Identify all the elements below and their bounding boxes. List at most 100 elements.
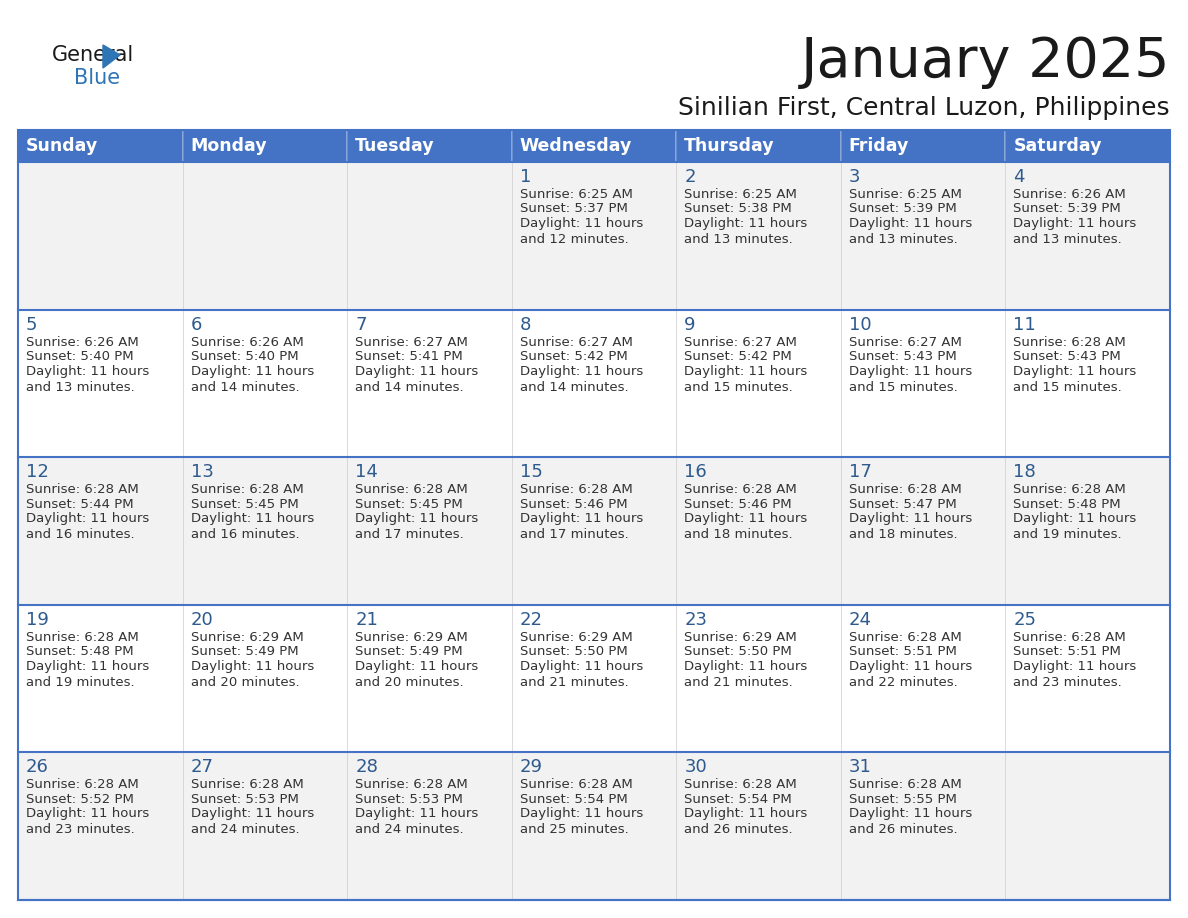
Text: Sunrise: 6:29 AM: Sunrise: 6:29 AM <box>190 631 303 644</box>
Text: 17: 17 <box>849 464 872 481</box>
Text: Thursday: Thursday <box>684 137 775 155</box>
Text: 16: 16 <box>684 464 707 481</box>
Text: Sunset: 5:55 PM: Sunset: 5:55 PM <box>849 793 956 806</box>
Text: Daylight: 11 hours
and 15 minutes.: Daylight: 11 hours and 15 minutes. <box>1013 364 1137 394</box>
Bar <box>841 130 1005 162</box>
Text: 14: 14 <box>355 464 378 481</box>
Text: 13: 13 <box>190 464 214 481</box>
Text: Sunset: 5:47 PM: Sunset: 5:47 PM <box>849 498 956 510</box>
Text: Sunrise: 6:28 AM: Sunrise: 6:28 AM <box>1013 336 1126 349</box>
Text: 8: 8 <box>519 316 531 333</box>
Text: 21: 21 <box>355 610 378 629</box>
Text: Sunset: 5:49 PM: Sunset: 5:49 PM <box>355 645 463 658</box>
Text: Tuesday: Tuesday <box>355 137 435 155</box>
Text: Daylight: 11 hours
and 20 minutes.: Daylight: 11 hours and 20 minutes. <box>190 660 314 688</box>
Text: Sunset: 5:38 PM: Sunset: 5:38 PM <box>684 203 792 216</box>
Text: Sunset: 5:48 PM: Sunset: 5:48 PM <box>1013 498 1121 510</box>
Text: Sunrise: 6:28 AM: Sunrise: 6:28 AM <box>190 778 303 791</box>
Text: Daylight: 11 hours
and 22 minutes.: Daylight: 11 hours and 22 minutes. <box>849 660 972 688</box>
Text: Sunset: 5:54 PM: Sunset: 5:54 PM <box>519 793 627 806</box>
Text: Sunrise: 6:28 AM: Sunrise: 6:28 AM <box>355 778 468 791</box>
Text: Daylight: 11 hours
and 14 minutes.: Daylight: 11 hours and 14 minutes. <box>355 364 479 394</box>
Text: Sunset: 5:45 PM: Sunset: 5:45 PM <box>355 498 463 510</box>
Text: Daylight: 11 hours
and 16 minutes.: Daylight: 11 hours and 16 minutes. <box>190 512 314 542</box>
Text: 26: 26 <box>26 758 49 777</box>
Text: Sunset: 5:48 PM: Sunset: 5:48 PM <box>26 645 133 658</box>
Text: 10: 10 <box>849 316 872 333</box>
Text: 4: 4 <box>1013 168 1025 186</box>
Text: Sunrise: 6:28 AM: Sunrise: 6:28 AM <box>26 483 139 497</box>
Text: Sunset: 5:46 PM: Sunset: 5:46 PM <box>519 498 627 510</box>
Text: 19: 19 <box>26 610 49 629</box>
Text: 22: 22 <box>519 610 543 629</box>
Text: Daylight: 11 hours
and 14 minutes.: Daylight: 11 hours and 14 minutes. <box>190 364 314 394</box>
Text: Sunrise: 6:26 AM: Sunrise: 6:26 AM <box>190 336 303 349</box>
Text: Sunset: 5:39 PM: Sunset: 5:39 PM <box>1013 203 1121 216</box>
Text: 23: 23 <box>684 610 707 629</box>
Text: Sunset: 5:37 PM: Sunset: 5:37 PM <box>519 203 627 216</box>
Text: Sunset: 5:46 PM: Sunset: 5:46 PM <box>684 498 792 510</box>
Text: Wednesday: Wednesday <box>519 137 632 155</box>
Text: 2: 2 <box>684 168 696 186</box>
Text: Sunset: 5:49 PM: Sunset: 5:49 PM <box>190 645 298 658</box>
Text: Sunrise: 6:26 AM: Sunrise: 6:26 AM <box>1013 188 1126 201</box>
Text: Sunrise: 6:27 AM: Sunrise: 6:27 AM <box>355 336 468 349</box>
Text: 15: 15 <box>519 464 543 481</box>
Text: Sunset: 5:53 PM: Sunset: 5:53 PM <box>190 793 298 806</box>
Polygon shape <box>103 45 120 68</box>
Text: Daylight: 11 hours
and 24 minutes.: Daylight: 11 hours and 24 minutes. <box>355 808 479 836</box>
Text: Daylight: 11 hours
and 21 minutes.: Daylight: 11 hours and 21 minutes. <box>684 660 808 688</box>
Text: Sunrise: 6:28 AM: Sunrise: 6:28 AM <box>1013 483 1126 497</box>
Text: Daylight: 11 hours
and 20 minutes.: Daylight: 11 hours and 20 minutes. <box>355 660 479 688</box>
Text: Sunrise: 6:28 AM: Sunrise: 6:28 AM <box>190 483 303 497</box>
Bar <box>18 605 1170 753</box>
Text: Sunset: 5:43 PM: Sunset: 5:43 PM <box>1013 350 1121 364</box>
Text: 29: 29 <box>519 758 543 777</box>
Text: Sunrise: 6:28 AM: Sunrise: 6:28 AM <box>519 778 632 791</box>
Text: Sunset: 5:42 PM: Sunset: 5:42 PM <box>519 350 627 364</box>
Text: Daylight: 11 hours
and 19 minutes.: Daylight: 11 hours and 19 minutes. <box>26 660 150 688</box>
Text: Sunrise: 6:28 AM: Sunrise: 6:28 AM <box>849 778 961 791</box>
Text: 1: 1 <box>519 168 531 186</box>
Text: Daylight: 11 hours
and 13 minutes.: Daylight: 11 hours and 13 minutes. <box>849 217 972 246</box>
Text: 25: 25 <box>1013 610 1036 629</box>
Text: Sunset: 5:52 PM: Sunset: 5:52 PM <box>26 793 134 806</box>
Text: Sunrise: 6:29 AM: Sunrise: 6:29 AM <box>519 631 632 644</box>
Text: Sunrise: 6:27 AM: Sunrise: 6:27 AM <box>684 336 797 349</box>
Text: Daylight: 11 hours
and 15 minutes.: Daylight: 11 hours and 15 minutes. <box>684 364 808 394</box>
Text: Sunrise: 6:28 AM: Sunrise: 6:28 AM <box>849 631 961 644</box>
Text: Daylight: 11 hours
and 14 minutes.: Daylight: 11 hours and 14 minutes. <box>519 364 643 394</box>
Text: Daylight: 11 hours
and 21 minutes.: Daylight: 11 hours and 21 minutes. <box>519 660 643 688</box>
Text: Monday: Monday <box>190 137 267 155</box>
Text: Sunset: 5:40 PM: Sunset: 5:40 PM <box>190 350 298 364</box>
Text: Daylight: 11 hours
and 12 minutes.: Daylight: 11 hours and 12 minutes. <box>519 217 643 246</box>
Text: Sunset: 5:53 PM: Sunset: 5:53 PM <box>355 793 463 806</box>
Text: Sunset: 5:50 PM: Sunset: 5:50 PM <box>519 645 627 658</box>
Text: Daylight: 11 hours
and 18 minutes.: Daylight: 11 hours and 18 minutes. <box>684 512 808 542</box>
Text: Sunrise: 6:29 AM: Sunrise: 6:29 AM <box>355 631 468 644</box>
Text: Sunrise: 6:26 AM: Sunrise: 6:26 AM <box>26 336 139 349</box>
Text: Sunset: 5:51 PM: Sunset: 5:51 PM <box>849 645 956 658</box>
Bar <box>18 753 1170 900</box>
Bar <box>1005 130 1170 162</box>
Text: Sunrise: 6:29 AM: Sunrise: 6:29 AM <box>684 631 797 644</box>
Text: Sunset: 5:51 PM: Sunset: 5:51 PM <box>1013 645 1121 658</box>
Text: 20: 20 <box>190 610 214 629</box>
Text: 6: 6 <box>190 316 202 333</box>
Text: Sunset: 5:39 PM: Sunset: 5:39 PM <box>849 203 956 216</box>
Text: Sunrise: 6:25 AM: Sunrise: 6:25 AM <box>684 188 797 201</box>
Text: 18: 18 <box>1013 464 1036 481</box>
Text: Daylight: 11 hours
and 23 minutes.: Daylight: 11 hours and 23 minutes. <box>26 808 150 836</box>
Text: Blue: Blue <box>74 68 120 88</box>
Text: Sunrise: 6:27 AM: Sunrise: 6:27 AM <box>519 336 632 349</box>
Bar <box>18 130 1170 900</box>
Text: Sunset: 5:43 PM: Sunset: 5:43 PM <box>849 350 956 364</box>
Text: Daylight: 11 hours
and 13 minutes.: Daylight: 11 hours and 13 minutes. <box>1013 217 1137 246</box>
Text: Sunrise: 6:28 AM: Sunrise: 6:28 AM <box>26 778 139 791</box>
Text: Sunrise: 6:28 AM: Sunrise: 6:28 AM <box>684 778 797 791</box>
Text: Sunset: 5:40 PM: Sunset: 5:40 PM <box>26 350 133 364</box>
Text: Sunrise: 6:28 AM: Sunrise: 6:28 AM <box>1013 631 1126 644</box>
Text: Sunset: 5:42 PM: Sunset: 5:42 PM <box>684 350 792 364</box>
Text: January 2025: January 2025 <box>801 35 1170 89</box>
Text: Daylight: 11 hours
and 13 minutes.: Daylight: 11 hours and 13 minutes. <box>26 364 150 394</box>
